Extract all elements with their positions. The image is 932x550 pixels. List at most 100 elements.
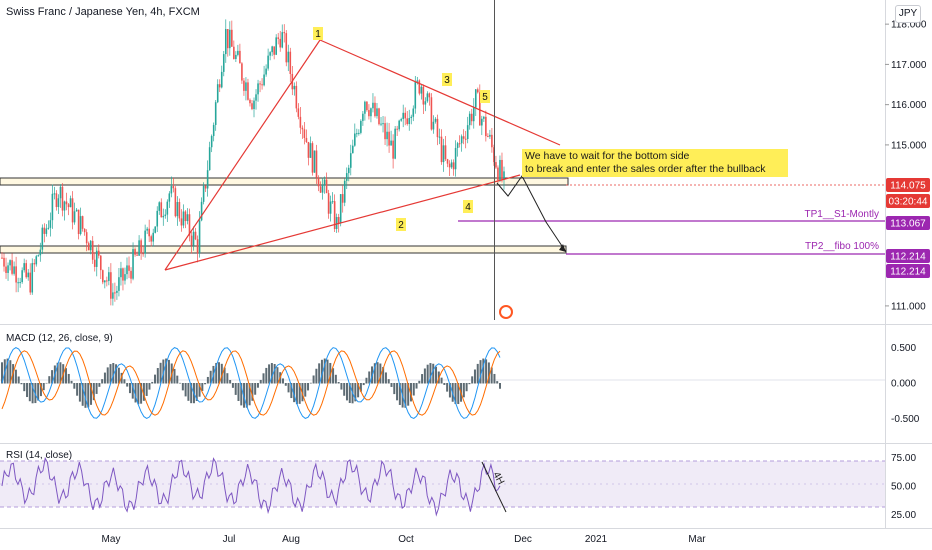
annotation-note[interactable]: We have to wait for the bottom side to b… bbox=[522, 149, 788, 177]
time-tick-label: 2021 bbox=[585, 534, 608, 545]
candle-body bbox=[224, 29, 227, 55]
candle-body bbox=[9, 260, 11, 266]
tp1-label: TP1__S1-Montly bbox=[805, 209, 879, 220]
macd-bar bbox=[148, 383, 151, 390]
candle-body bbox=[273, 46, 275, 55]
candle-body bbox=[249, 99, 251, 104]
candle-body bbox=[458, 143, 461, 145]
macd-bar bbox=[276, 367, 279, 384]
macd-bar bbox=[28, 383, 31, 402]
macd-bar bbox=[117, 367, 120, 384]
macd-bar bbox=[151, 381, 154, 384]
candle-body bbox=[388, 131, 390, 146]
macd-bar bbox=[56, 362, 59, 384]
candle-body bbox=[152, 232, 155, 242]
candle-body bbox=[327, 193, 330, 214]
candle-body bbox=[45, 228, 48, 234]
macd-bar bbox=[31, 383, 34, 404]
candle-body bbox=[499, 159, 501, 181]
candle-body bbox=[194, 231, 197, 240]
rsi-axis[interactable]: 75.00 50.00 25.00 bbox=[891, 453, 916, 521]
price-badge bbox=[886, 249, 930, 263]
macd-bar bbox=[273, 363, 276, 384]
candle-body bbox=[430, 97, 433, 130]
candle-body bbox=[404, 112, 407, 119]
candle-body bbox=[158, 202, 161, 211]
candle-body bbox=[281, 32, 284, 48]
candle-body bbox=[335, 217, 338, 230]
macd-bar bbox=[454, 383, 457, 405]
wave-5-label: 5 bbox=[482, 92, 488, 103]
candle-body bbox=[134, 249, 136, 255]
candle-body bbox=[305, 137, 308, 143]
candle-body bbox=[47, 227, 50, 229]
macd-bar bbox=[354, 383, 357, 402]
macd-bar bbox=[304, 383, 307, 397]
macd-bar bbox=[134, 383, 137, 403]
candle-body bbox=[325, 179, 328, 194]
candle-body bbox=[57, 198, 60, 208]
price-axis[interactable]: 118.000 117.000 116.000 115.000 111.000 bbox=[885, 20, 927, 313]
macd-bar bbox=[298, 383, 301, 404]
currency-badge[interactable]: JPY bbox=[895, 5, 921, 23]
candle-body bbox=[301, 127, 304, 130]
candle-body bbox=[59, 186, 62, 199]
macd-bar bbox=[76, 383, 79, 396]
trendline-upper[interactable] bbox=[319, 39, 561, 146]
candle-body bbox=[116, 290, 118, 293]
candle-body bbox=[479, 92, 481, 126]
candle-body bbox=[33, 263, 36, 265]
macd-bar bbox=[106, 367, 109, 384]
candle-body bbox=[275, 37, 277, 55]
macd-bar bbox=[84, 383, 87, 408]
macd-bar bbox=[465, 383, 468, 392]
candle-body bbox=[43, 227, 46, 234]
replay-logo-icon[interactable] bbox=[499, 305, 513, 319]
candle-body bbox=[15, 266, 17, 283]
macd-bar bbox=[198, 383, 201, 397]
candle-body bbox=[390, 140, 392, 146]
candle-body bbox=[146, 228, 148, 231]
macd-bar bbox=[78, 383, 81, 402]
candle-body bbox=[309, 143, 312, 158]
symbol-title[interactable]: Swiss Franc / Japanese Yen, 4h, FXCM bbox=[6, 6, 200, 18]
candle-body bbox=[69, 198, 72, 208]
candle-body bbox=[75, 209, 78, 212]
macd-bar bbox=[220, 363, 223, 384]
rsi-title[interactable]: RSI (14, close) bbox=[6, 450, 73, 461]
lower-zone-rect[interactable] bbox=[0, 245, 567, 254]
macd-axis[interactable]: 0.500 0.000 -0.500 bbox=[891, 343, 920, 425]
candle-body bbox=[311, 143, 314, 173]
candle-body bbox=[436, 118, 439, 138]
candle-body bbox=[3, 257, 5, 267]
candle-body bbox=[418, 80, 421, 94]
macd-bar bbox=[315, 368, 318, 384]
candle-body bbox=[289, 51, 292, 74]
trendline-wave-up[interactable] bbox=[164, 39, 321, 271]
upper-zone-rect[interactable] bbox=[0, 177, 569, 186]
candle-body bbox=[160, 202, 163, 218]
candle-body bbox=[263, 74, 265, 86]
price-badge bbox=[886, 194, 930, 208]
macd-bar bbox=[37, 383, 40, 401]
macd-bar bbox=[301, 383, 304, 402]
candle-body bbox=[386, 131, 388, 140]
candle-body bbox=[110, 272, 112, 299]
rsi-tick-label: 75.00 bbox=[891, 453, 916, 464]
candle-body bbox=[450, 162, 453, 168]
macd-bar bbox=[187, 383, 190, 401]
trendline-lower[interactable] bbox=[164, 174, 521, 271]
macd-bar bbox=[320, 359, 323, 384]
tp2-label: TP2__fibo 100% bbox=[805, 241, 879, 252]
candle-body bbox=[378, 108, 380, 125]
macd-bar bbox=[20, 383, 23, 385]
macd-bar bbox=[240, 383, 243, 406]
time-axis[interactable]: May Jul Aug Oct Dec 2021 Mar bbox=[102, 534, 707, 545]
macd-title[interactable]: MACD (12, 26, close, 9) bbox=[6, 333, 113, 344]
macd-bar bbox=[42, 383, 45, 391]
macd-bar bbox=[251, 383, 254, 401]
rsi-trendline[interactable] bbox=[481, 461, 507, 513]
candle-body bbox=[144, 230, 146, 254]
